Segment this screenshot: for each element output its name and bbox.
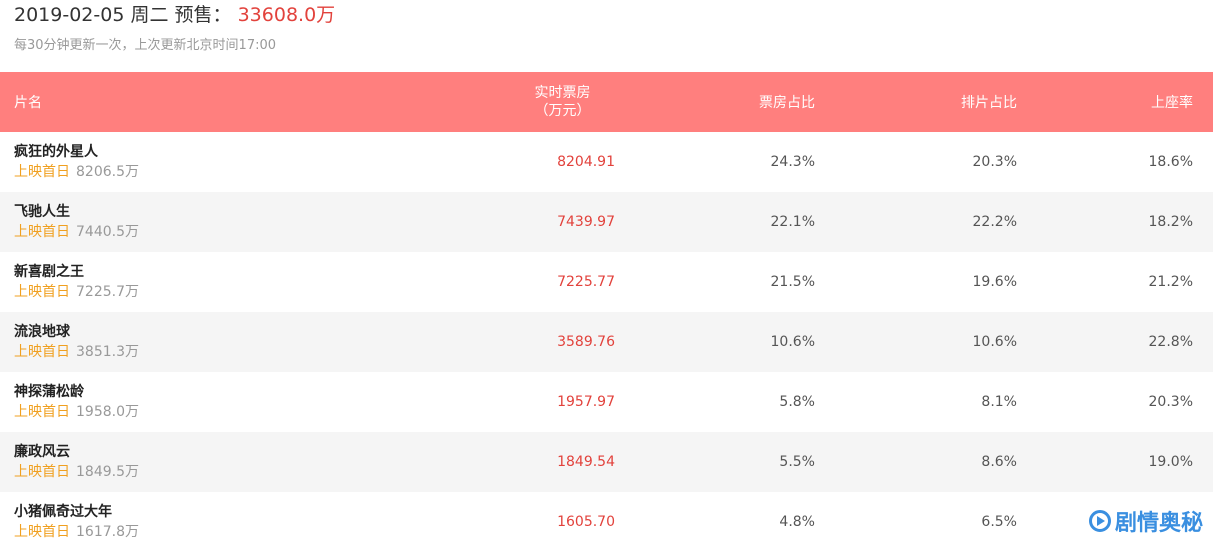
watermark-text: 剧情奥秘: [1114, 511, 1203, 536]
table-row[interactable]: 新喜剧之王上映首日 7225.7万 7225.77 21.5% 19.6% 21.2%: [0, 252, 1213, 312]
release-days: 上映首日: [14, 344, 70, 360]
column-header-box-ratio[interactable]: 票房占比: [759, 95, 815, 111]
movie-cell: 飞驰人生上映首日 7440.5万: [0, 202, 430, 242]
watermark-logo-icon: [1088, 510, 1111, 532]
seat-ratio: 19.0%: [1148, 454, 1193, 470]
realtime-box-office: 3589.76: [557, 334, 615, 350]
release-days: 上映首日: [14, 164, 70, 180]
weekday-text: 周二: [130, 4, 169, 26]
total-box-office: 1617.8万: [76, 524, 139, 540]
total-box-office: 1849.5万: [76, 464, 139, 480]
column-header-arrange-ratio[interactable]: 排片占比: [961, 95, 1017, 111]
realtime-box-office: 8204.91: [557, 154, 615, 170]
movie-name[interactable]: 廉政风云: [14, 444, 70, 460]
box-office-ratio: 10.6%: [770, 334, 815, 350]
total-box-office: 7440.5万: [76, 224, 139, 240]
realtime-box-office: 1957.97: [557, 394, 615, 410]
arrange-ratio: 10.6%: [972, 334, 1017, 350]
arrange-ratio: 6.5%: [981, 514, 1017, 530]
realtime-box-office: 1605.70: [557, 514, 615, 530]
table-row[interactable]: 神探蒲松龄上映首日 1958.0万 1957.97 5.8% 8.1% 20.3%: [0, 372, 1213, 432]
seat-ratio: 18.6%: [1148, 154, 1193, 170]
total-box-office: 1958.0万: [76, 404, 139, 420]
column-header-box[interactable]: 实时票房 （万元）: [430, 84, 615, 120]
movie-meta: 上映首日 7440.5万: [14, 222, 430, 242]
movie-name[interactable]: 小猪佩奇过大年: [14, 504, 112, 520]
arrange-ratio: 8.6%: [981, 454, 1017, 470]
box-office-ratio: 24.3%: [770, 154, 815, 170]
update-note: 每30分钟更新一次，上次更新北京时间17:00: [14, 38, 277, 53]
page-title: 2019-02-05 周二 预售： 33608.0万: [14, 2, 1204, 28]
column-header-seat-ratio[interactable]: 上座率: [1151, 95, 1193, 111]
table-body: 疯狂的外星人 上映首日 8206.5万 8204.91 24.3% 20.3% 18.6% 飞…: [0, 132, 1213, 551]
movie-name[interactable]: 疯狂的外星人: [14, 144, 98, 160]
box-office-ratio: 4.8%: [779, 514, 815, 530]
realtime-box-office: 1849.54: [557, 454, 615, 470]
movie-meta: 上映首日 8206.5万: [14, 162, 430, 182]
seat-ratio: 22.8%: [1148, 334, 1193, 350]
total-box-office: 3851.3万: [76, 344, 139, 360]
box-office-ratio: 22.1%: [770, 214, 815, 230]
column-header-box-line2: （万元）: [534, 103, 591, 119]
column-header-box-line1: 实时票房: [534, 85, 591, 101]
release-days: 上映首日: [14, 404, 70, 420]
seat-ratio: 21.2%: [1148, 274, 1193, 290]
movie-cell: 小猪佩奇过大年 上映首日 1617.8万: [0, 502, 430, 542]
movie-meta: 上映首日 1617.8万: [14, 522, 430, 542]
total-box-office: 7225.7万: [76, 284, 139, 300]
presale-label: 预售：: [174, 4, 232, 26]
movie-meta: 上映首日 1958.0万: [14, 402, 430, 422]
movie-cell: 流浪地球上映首日 3851.3万: [0, 322, 430, 362]
box-office-ratio: 5.8%: [779, 394, 815, 410]
arrange-ratio: 8.1%: [981, 394, 1017, 410]
arrange-ratio: 19.6%: [972, 274, 1017, 290]
movie-cell: 疯狂的外星人 上映首日 8206.5万: [0, 142, 430, 182]
page-header: 2019-02-05 周二 预售： 33608.0万 每30分钟更新一次，上次更…: [14, 2, 1204, 55]
movie-cell: 神探蒲松龄上映首日 1958.0万: [0, 382, 430, 422]
table-row[interactable]: 疯狂的外星人 上映首日 8206.5万 8204.91 24.3% 20.3% 18.6%: [0, 132, 1213, 192]
box-office-table: 片名 实时票房 （万元） 票房占比 排片占比 上座率 疯狂的外星人 上映首日 820…: [0, 72, 1213, 551]
movie-meta: 上映首日 3851.3万: [14, 342, 430, 362]
movie-name[interactable]: 神探蒲松龄: [14, 384, 84, 400]
movie-cell: 新喜剧之王上映首日 7225.7万: [0, 262, 430, 302]
seat-ratio: 20.3%: [1148, 394, 1193, 410]
table-row[interactable]: 流浪地球上映首日 3851.3万 3589.76 10.6% 10.6% 22.8%: [0, 312, 1213, 372]
movie-meta: 上映首日 7225.7万: [14, 282, 430, 302]
movie-name[interactable]: 飞驰人生: [14, 204, 70, 220]
table-row[interactable]: 廉政风云上映首日 1849.5万 1849.54 5.5% 8.6% 19.0%: [0, 432, 1213, 492]
movie-cell: 廉政风云上映首日 1849.5万: [0, 442, 430, 482]
seat-ratio: 18.2%: [1148, 214, 1193, 230]
release-days: 上映首日: [14, 224, 70, 240]
movie-meta: 上映首日 1849.5万: [14, 462, 430, 482]
movie-name[interactable]: 新喜剧之王: [14, 264, 84, 280]
date-text: 2019-02-05: [14, 4, 125, 26]
table-row[interactable]: 小猪佩奇过大年 上映首日 1617.8万 1605.70 4.8% 6.5%: [0, 492, 1213, 551]
presale-value: 33608.0万: [237, 4, 336, 26]
realtime-box-office: 7225.77: [557, 274, 615, 290]
realtime-box-office: 7439.97: [557, 214, 615, 230]
table-row[interactable]: 飞驰人生上映首日 7440.5万 7439.97 22.1% 22.2% 18.2%: [0, 192, 1213, 252]
column-header-name[interactable]: 片名: [14, 95, 42, 111]
box-office-ratio: 21.5%: [770, 274, 815, 290]
box-office-ratio: 5.5%: [779, 454, 815, 470]
release-days: 上映首日: [14, 464, 70, 480]
movie-name[interactable]: 流浪地球: [14, 324, 70, 340]
watermark: 剧情奥秘: [1088, 505, 1203, 537]
arrange-ratio: 20.3%: [972, 154, 1017, 170]
total-box-office: 8206.5万: [76, 164, 139, 180]
release-days: 上映首日: [14, 524, 70, 540]
release-days: 上映首日: [14, 284, 70, 300]
arrange-ratio: 22.2%: [972, 214, 1017, 230]
table-header: 片名 实时票房 （万元） 票房占比 排片占比 上座率: [0, 72, 1213, 132]
